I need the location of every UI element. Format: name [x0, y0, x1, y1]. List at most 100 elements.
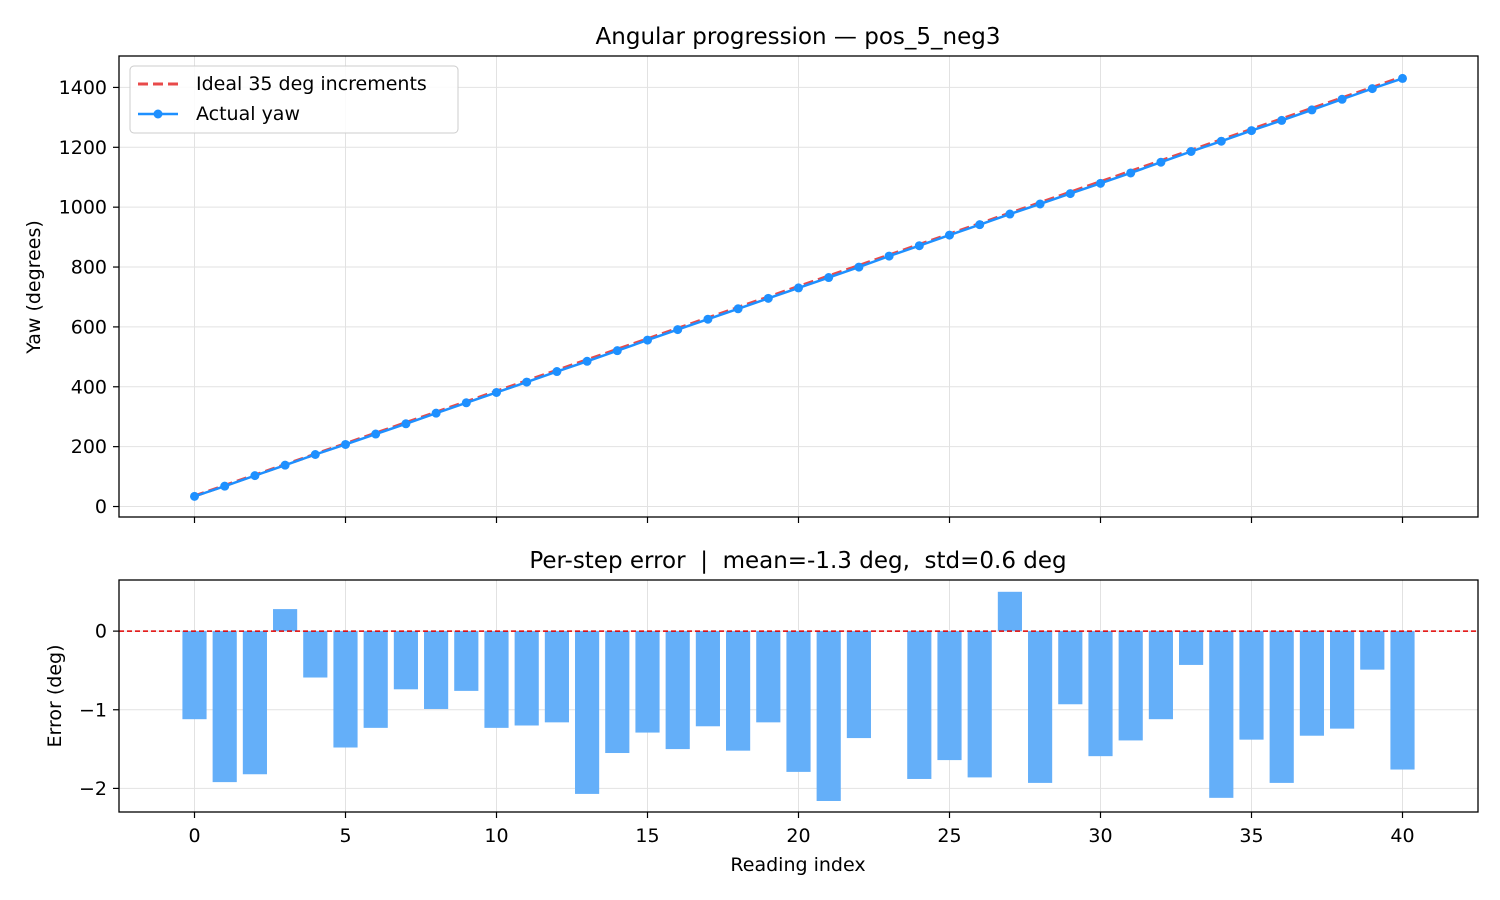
- error-bar: [786, 631, 811, 772]
- actual-yaw-point: [220, 481, 230, 491]
- top-axis-ticks: 0 200 400 600 800 1000 1200 1400: [59, 77, 1404, 523]
- error-bar: [1269, 631, 1294, 783]
- actual-yaw-point: [1367, 84, 1377, 94]
- top-y-tick-label: 600: [71, 316, 107, 338]
- error-bar: [1330, 631, 1355, 729]
- actual-yaw-point: [431, 408, 441, 418]
- bottom-ylabel: Error (deg): [44, 645, 66, 748]
- error-bar: [454, 631, 479, 691]
- actual-yaw-point: [1337, 94, 1347, 104]
- error-bar: [363, 631, 388, 728]
- error-bar: [1239, 631, 1264, 740]
- bottom-y-tick-label: −2: [79, 778, 107, 800]
- legend-ideal-label: Ideal 35 deg increments: [196, 73, 427, 95]
- bottom-axis-ticks: 0 5 10 15 20 25 30 35 40 −2 −1 0: [79, 621, 1415, 847]
- actual-yaw-point: [1247, 126, 1256, 136]
- actual-yaw-point: [552, 367, 562, 377]
- bottom-x-tick-label: 15: [635, 825, 659, 847]
- top-ylabel: Yaw (degrees): [23, 220, 45, 355]
- error-bar: [756, 631, 781, 723]
- actual-yaw-point: [1126, 168, 1136, 178]
- error-bar: [1390, 631, 1415, 770]
- error-bar: [242, 631, 267, 775]
- error-bar: [212, 631, 237, 783]
- actual-yaw-point: [673, 325, 683, 335]
- error-bar: [1058, 631, 1083, 705]
- error-bar: [544, 631, 569, 723]
- actual-yaw-point: [1277, 115, 1287, 125]
- top-y-tick-label: 0: [95, 496, 107, 518]
- error-bar: [997, 591, 1022, 632]
- actual-yaw-point: [1186, 146, 1196, 156]
- top-y-tick-label: 1000: [59, 197, 107, 219]
- bottom-x-tick-label: 40: [1390, 825, 1414, 847]
- actual-yaw-point: [794, 283, 803, 293]
- actual-yaw-point: [733, 304, 743, 314]
- actual-yaw-point: [1156, 157, 1166, 167]
- actual-yaw-point: [1065, 189, 1075, 199]
- error-bar: [182, 631, 207, 720]
- bottom-y-tick-label: −1: [79, 699, 107, 721]
- bottom-x-tick-label: 35: [1239, 825, 1263, 847]
- actual-yaw-point: [371, 429, 381, 439]
- actual-yaw-point: [945, 230, 954, 240]
- error-bar: [575, 631, 600, 794]
- top-title: Angular progression — pos_5_neg3: [596, 24, 1001, 50]
- error-bar: [1299, 631, 1324, 736]
- error-bar: [846, 631, 871, 739]
- legend: Ideal 35 deg increments Actual yaw: [129, 65, 459, 134]
- actual-yaw-series: [190, 73, 1407, 501]
- actual-yaw-point: [310, 449, 320, 459]
- error-bar: [484, 631, 509, 728]
- bottom-x-tick-label: 5: [339, 825, 351, 847]
- top-y-tick-label: 400: [71, 376, 107, 398]
- bottom-x-tick-label: 25: [937, 825, 961, 847]
- actual-yaw-point: [1005, 209, 1015, 219]
- actual-yaw-point: [914, 241, 924, 251]
- bottom-xlabel: Reading index: [730, 854, 865, 876]
- actual-yaw-point: [824, 273, 834, 283]
- actual-yaw-point: [612, 346, 622, 356]
- error-bars: [182, 591, 1415, 801]
- error-bar: [273, 609, 298, 632]
- actual-yaw-point: [975, 220, 985, 230]
- actual-yaw-point: [341, 439, 350, 449]
- error-bar: [907, 631, 932, 779]
- actual-yaw-point: [401, 419, 411, 429]
- error-bar: [1118, 631, 1143, 741]
- actual-yaw-point: [492, 387, 501, 397]
- error-bar: [1179, 631, 1204, 665]
- bottom-x-tick-label: 20: [786, 825, 810, 847]
- bottom-x-tick-label: 30: [1088, 825, 1112, 847]
- error-bar: [726, 631, 751, 751]
- error-bar: [605, 631, 630, 754]
- error-bar: [303, 631, 328, 678]
- error-bar: [635, 631, 660, 733]
- bottom-x-tick-label: 0: [188, 825, 200, 847]
- error-bar: [333, 631, 358, 748]
- actual-yaw-point: [461, 398, 471, 408]
- error-bar: [393, 631, 418, 690]
- actual-yaw-point: [1398, 73, 1407, 83]
- error-bar: [1148, 631, 1173, 720]
- actual-yaw-point: [763, 293, 773, 303]
- legend-actual-label: Actual yaw: [196, 103, 300, 125]
- error-bar: [424, 631, 449, 709]
- error-bar: [816, 631, 841, 801]
- bottom-y-tick-label: 0: [95, 621, 107, 643]
- error-bar: [967, 631, 992, 778]
- error-bar: [1209, 631, 1234, 798]
- actual-yaw-point: [1307, 105, 1317, 115]
- actual-yaw-point: [643, 335, 652, 345]
- top-y-tick-label: 200: [71, 436, 107, 458]
- actual-yaw-point: [190, 491, 199, 501]
- actual-yaw-point: [1035, 199, 1045, 209]
- error-bar: [937, 631, 962, 761]
- actual-yaw-point: [703, 314, 713, 324]
- error-bar: [1028, 631, 1053, 783]
- actual-yaw-point: [582, 356, 592, 366]
- legend-actual-marker: [153, 109, 163, 119]
- actual-yaw-point: [250, 471, 260, 481]
- actual-yaw-point: [884, 251, 894, 261]
